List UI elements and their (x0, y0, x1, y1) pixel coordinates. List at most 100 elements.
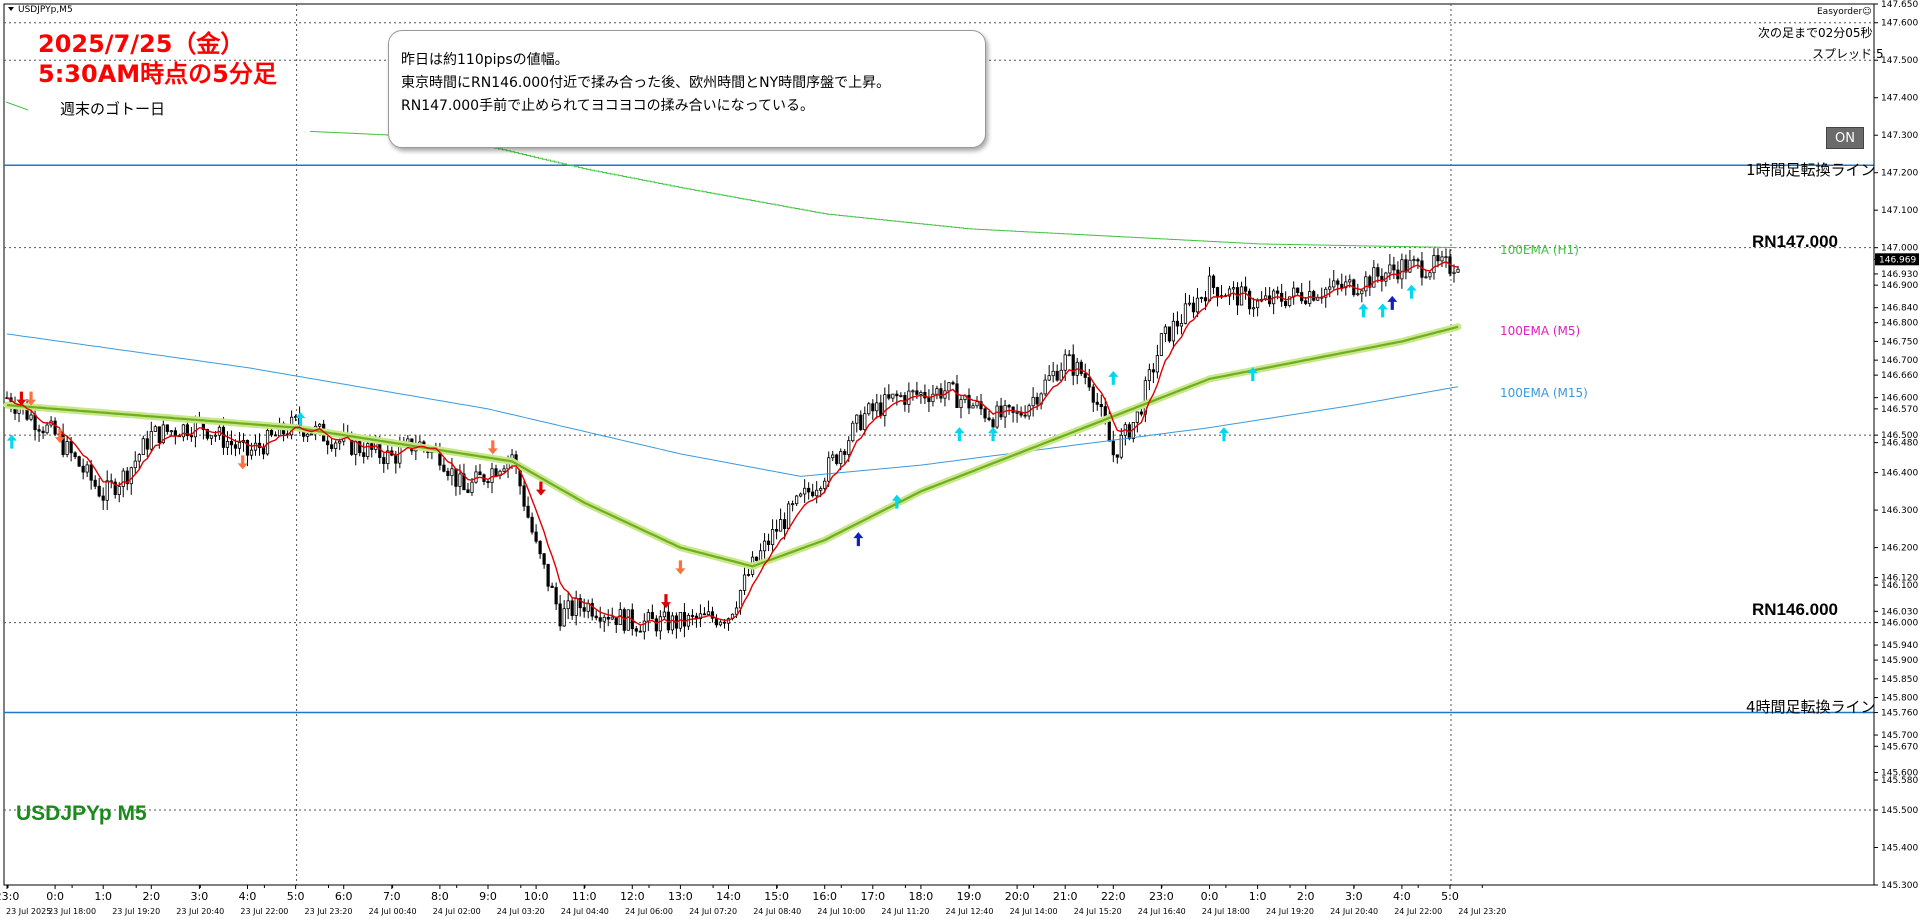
candle-body (1324, 288, 1328, 298)
candle-body (1195, 297, 1200, 313)
on-toggle-button[interactable]: ON (1826, 127, 1864, 149)
candle-body (161, 424, 165, 444)
candle-body (273, 434, 278, 437)
ema-h1-line (310, 130, 1457, 249)
hour-tick-label: 17:0 (860, 890, 885, 903)
candle-body (867, 403, 871, 415)
candle-body (269, 429, 274, 436)
candle-body (1332, 280, 1336, 288)
hour-tick-label: 14:0 (716, 890, 741, 903)
buy-signal-arrow (988, 427, 999, 442)
candle-body (995, 405, 999, 428)
candle-body (1063, 354, 1067, 371)
candle-body (863, 413, 867, 431)
buy-signal-arrow (1387, 295, 1398, 310)
buy-signal-arrow (954, 427, 965, 442)
candle-body (582, 607, 586, 612)
candle-body (911, 390, 915, 393)
rn146-label: RN146.000 (1752, 600, 1839, 619)
candle-body (1376, 267, 1380, 277)
candle-body (1091, 386, 1095, 403)
candle-body (951, 382, 955, 385)
candle-body (1087, 377, 1091, 388)
date-tick-label: 24 Jul 18:00 (1202, 907, 1250, 916)
price-tick-label: 145.400 (1881, 844, 1918, 854)
date-tick-label: 23 Jul 2025 (6, 907, 51, 916)
price-tick-label: 147.100 (1881, 206, 1918, 216)
candle-body (718, 621, 723, 626)
hour-tick-label: 11:0 (572, 890, 597, 903)
candle-body (1139, 411, 1143, 415)
candle-body (626, 609, 630, 631)
h1-reversal-line-label: 1時間足転換ライン (1746, 161, 1876, 179)
candle-body (398, 446, 402, 464)
candle-body (1035, 396, 1039, 405)
candle-body (1007, 404, 1011, 408)
candle-body (554, 587, 558, 605)
candle-body (959, 399, 963, 409)
candle-body (538, 540, 542, 555)
date-tick-label: 24 Jul 15:20 (1074, 907, 1122, 916)
candle-body (145, 438, 149, 450)
candle-body (983, 408, 987, 419)
symbol-watermark: USDJPYp M5 (16, 802, 147, 825)
candle-body (1312, 291, 1316, 301)
buy-signal-arrow (1377, 303, 1388, 318)
candle-body (1436, 255, 1440, 262)
hour-tick-label: 0:0 (46, 890, 64, 903)
candle-body (550, 585, 554, 588)
easyorder-label[interactable]: Easyorder☺ (1817, 7, 1872, 17)
candle-body (646, 612, 650, 622)
price-tick-label: 146.900 (1881, 281, 1918, 291)
candle-body (117, 486, 121, 495)
candle-body (851, 422, 855, 442)
comment-line-2: 東京時間にRN146.000付近で揉み合った後、欧州時間とNY時間序盤で上昇。 (401, 75, 891, 91)
candle-body (1276, 290, 1280, 294)
sell-signal-arrow (675, 560, 686, 575)
candle-body (975, 401, 979, 407)
candle-body (859, 414, 863, 431)
candle-body (1011, 406, 1015, 413)
candle-body (1392, 264, 1396, 271)
buy-signal-arrow (295, 412, 306, 427)
candle-body (754, 556, 759, 561)
hour-tick-label: 1:0 (94, 890, 112, 903)
candle-body (61, 433, 65, 455)
candle-body (326, 440, 330, 446)
candle-body (999, 405, 1003, 418)
candle-body (490, 468, 494, 483)
candle-body (991, 419, 995, 428)
candle-body (1171, 320, 1176, 342)
candle-body (366, 443, 370, 457)
candle-body (77, 456, 81, 467)
candle-body (570, 600, 574, 616)
candle-body (602, 616, 606, 622)
ema-m15-label: 100EMA (M15) (1500, 386, 1588, 400)
candle-body (931, 393, 935, 403)
candle-body (1340, 283, 1344, 289)
candle-body (338, 440, 342, 444)
current-price-label: 146.969 (1879, 255, 1916, 265)
hour-tick-label: 18:0 (909, 890, 934, 903)
candle-body (1288, 296, 1292, 306)
candle-body (1344, 281, 1348, 289)
date-tick-label: 24 Jul 07:20 (689, 907, 737, 916)
candle-body (93, 479, 97, 487)
date-tick-label: 23 Jul 19:20 (112, 907, 160, 916)
candle-body (89, 464, 93, 481)
candle-body (1432, 255, 1436, 274)
price-tick-label: 145.300 (1881, 881, 1918, 891)
candle-body (803, 487, 807, 495)
candle-body (795, 495, 799, 505)
date-tick-label: 24 Jul 23:20 (1458, 907, 1506, 916)
candle-body (634, 628, 638, 632)
candle-body (1059, 369, 1063, 381)
candle-body (137, 454, 141, 462)
hour-tick-label: 5:0 (1441, 890, 1459, 903)
candle-body (474, 471, 478, 483)
fast-ma-line (6, 260, 1459, 626)
candle-body (546, 563, 550, 587)
buy-signal-arrow (891, 494, 902, 509)
candle-body (827, 457, 831, 482)
